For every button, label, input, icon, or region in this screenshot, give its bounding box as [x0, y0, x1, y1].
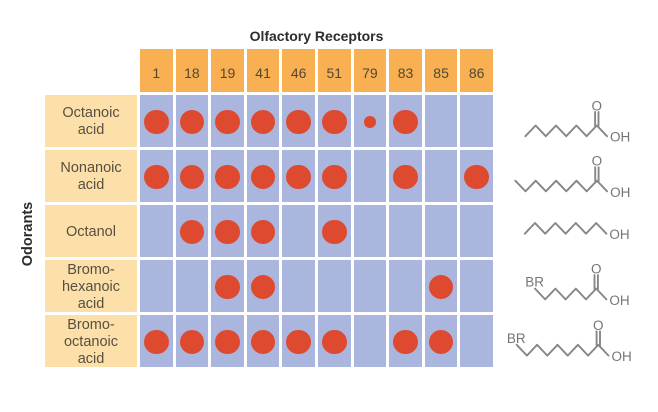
- svg-text:OH: OH: [610, 185, 630, 200]
- svg-text:OH: OH: [610, 130, 630, 145]
- svg-text:OH: OH: [609, 293, 629, 308]
- svg-text:O: O: [591, 262, 602, 277]
- svg-text:O: O: [592, 99, 603, 114]
- svg-text:OH: OH: [609, 227, 629, 242]
- svg-text:BR: BR: [525, 275, 544, 290]
- svg-text:BR: BR: [507, 331, 526, 346]
- svg-text:OH: OH: [612, 349, 632, 364]
- svg-text:O: O: [592, 154, 603, 169]
- svg-text:O: O: [593, 318, 604, 333]
